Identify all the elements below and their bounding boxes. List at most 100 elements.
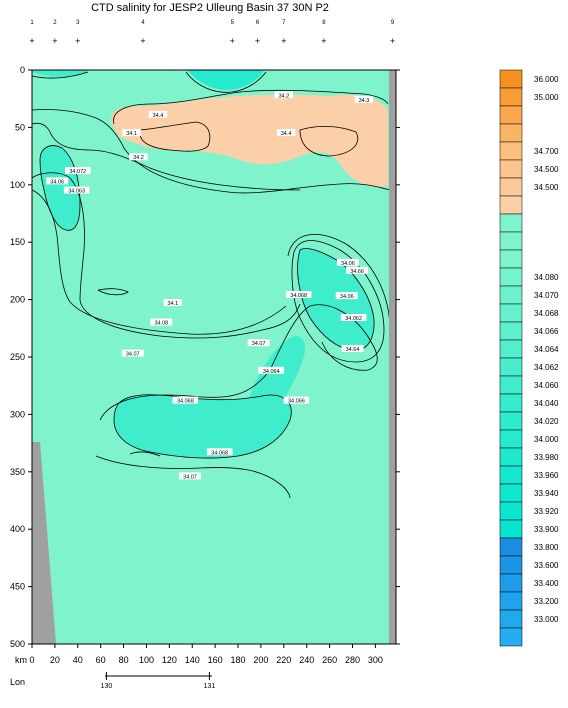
x-tick-label: 100 — [139, 655, 154, 665]
colorbar-label: 34.068 — [534, 309, 559, 318]
colorbar-swatch — [499, 627, 523, 647]
colorbar-swatch — [499, 105, 523, 125]
contour-label-bg — [206, 448, 233, 456]
colorbar-swatch — [499, 375, 523, 395]
contour-label: 34.08 — [154, 321, 168, 327]
x-tick-label: 220 — [276, 655, 291, 665]
contour-label-bg — [163, 299, 182, 307]
contour-label-bg — [64, 167, 91, 175]
colorbar-swatch — [499, 213, 523, 233]
x-tick-label: 0 — [29, 655, 34, 665]
station-cross: + — [255, 36, 260, 46]
contour-label: 34.07 — [252, 341, 266, 347]
contour-label: 34.072 — [69, 169, 86, 175]
contour-label-bg — [346, 266, 369, 274]
station-cross: + — [321, 36, 326, 46]
contour-label: 34.064 — [263, 369, 280, 375]
contour-label-bg — [150, 318, 173, 326]
contour-label: 34.06 — [340, 294, 354, 300]
colorbar-label: 33.920 — [534, 507, 559, 516]
colorbar: 36.000 35.000 34.700 34.500 34.500 34.080 34.0… — [499, 69, 559, 647]
contour-label: 34.06 — [341, 261, 355, 267]
land-mask-left — [32, 442, 56, 644]
colorbar-label: 33.000 — [534, 615, 559, 624]
colorbar-label: 33.200 — [534, 597, 559, 606]
x-axis-label: km — [15, 655, 27, 665]
y-axis: 0 50 100 150 200 250 300 350 400 450 500 — [10, 65, 400, 649]
contour-label: 34.3 — [359, 98, 370, 104]
contour-label: 34.06 — [50, 179, 64, 185]
x-tick-label: 280 — [345, 655, 360, 665]
y-tick-label: 0 — [20, 65, 25, 75]
contour-label-bg — [354, 95, 374, 103]
x-tick-label: 140 — [185, 655, 200, 665]
colorbar-swatch — [499, 195, 523, 215]
colorbar-label: 33.600 — [534, 561, 559, 570]
station-number: 1 — [30, 20, 34, 26]
colorbar-label: 34.020 — [534, 417, 559, 426]
x-tick-label: 20 — [50, 655, 60, 665]
contour-label: 34.2 — [133, 155, 144, 161]
contour-label-bg — [276, 129, 296, 137]
x-tick-label: 120 — [162, 655, 177, 665]
station-number: 7 — [282, 20, 286, 26]
x-tick-label: 180 — [231, 655, 246, 665]
contour-label-bg — [283, 396, 310, 404]
lon-tick-label: 131 — [204, 683, 216, 690]
colorbar-label: 34.064 — [534, 345, 559, 354]
contour-label: 34.062 — [345, 316, 362, 322]
station-cross: + — [52, 36, 57, 46]
colorbar-label: 34.070 — [534, 291, 559, 300]
colorbar-swatch — [499, 609, 523, 629]
contour-label-bg — [63, 186, 90, 194]
station-markers: 1 +2 +3 +4 +5 +6 +7 +8 +9 + — [29, 20, 395, 46]
contour-label-bg — [274, 91, 294, 99]
colorbar-label: 34.062 — [534, 363, 559, 372]
colorbar-swatch — [499, 393, 523, 413]
colorbar-label: 34.500 — [534, 183, 559, 192]
colorbar-swatch — [499, 321, 523, 341]
colorbar-label: 36.000 — [534, 75, 559, 84]
contour-label-bg — [335, 292, 358, 300]
y-tick-label: 450 — [10, 582, 25, 592]
x-tick-label: 80 — [119, 655, 129, 665]
contour-label-bg — [178, 472, 201, 480]
station-cross: + — [390, 36, 395, 46]
contour-label: 34.068 — [211, 450, 228, 456]
x-tick-label: 60 — [96, 655, 106, 665]
right-core — [297, 248, 375, 351]
colorbar-label: 34.700 — [534, 147, 559, 156]
station-cross: + — [230, 36, 235, 46]
station-cross: + — [281, 36, 286, 46]
colorbar-label: 34.060 — [534, 381, 559, 390]
colorbar-swatch — [499, 249, 523, 269]
x-tick-label: 260 — [322, 655, 337, 665]
deep-core — [114, 394, 292, 459]
land-mask-right — [389, 70, 396, 644]
colorbar-swatch — [499, 231, 523, 251]
contour-label: 34.2 — [278, 93, 289, 99]
colorbar-label: 34.066 — [534, 327, 559, 336]
colorbar-swatch — [499, 141, 523, 161]
contour-label-bg — [258, 366, 285, 374]
colorbar-swatch — [499, 285, 523, 305]
y-tick-label: 50 — [15, 122, 25, 132]
station-cross: + — [140, 36, 145, 46]
x-tick-label: 240 — [299, 655, 314, 665]
colorbar-swatch — [499, 501, 523, 521]
colorbar-swatch — [499, 591, 523, 611]
colorbar-label: 33.940 — [534, 489, 559, 498]
y-tick-label: 100 — [10, 180, 25, 190]
colorbar-label: 33.400 — [534, 579, 559, 588]
colorbar-label: 34.000 — [534, 435, 559, 444]
contour-label: 34.66 — [350, 269, 364, 275]
surface-patch-center — [188, 70, 264, 90]
colorbar-swatch — [499, 429, 523, 449]
station-number: 3 — [76, 20, 80, 26]
station-number: 8 — [322, 20, 326, 26]
colorbar-label: 33.800 — [534, 543, 559, 552]
longitude-axis: Lon 130 131 — [10, 672, 215, 690]
y-tick-label: 350 — [10, 467, 25, 477]
colorbar-swatch — [499, 87, 523, 107]
